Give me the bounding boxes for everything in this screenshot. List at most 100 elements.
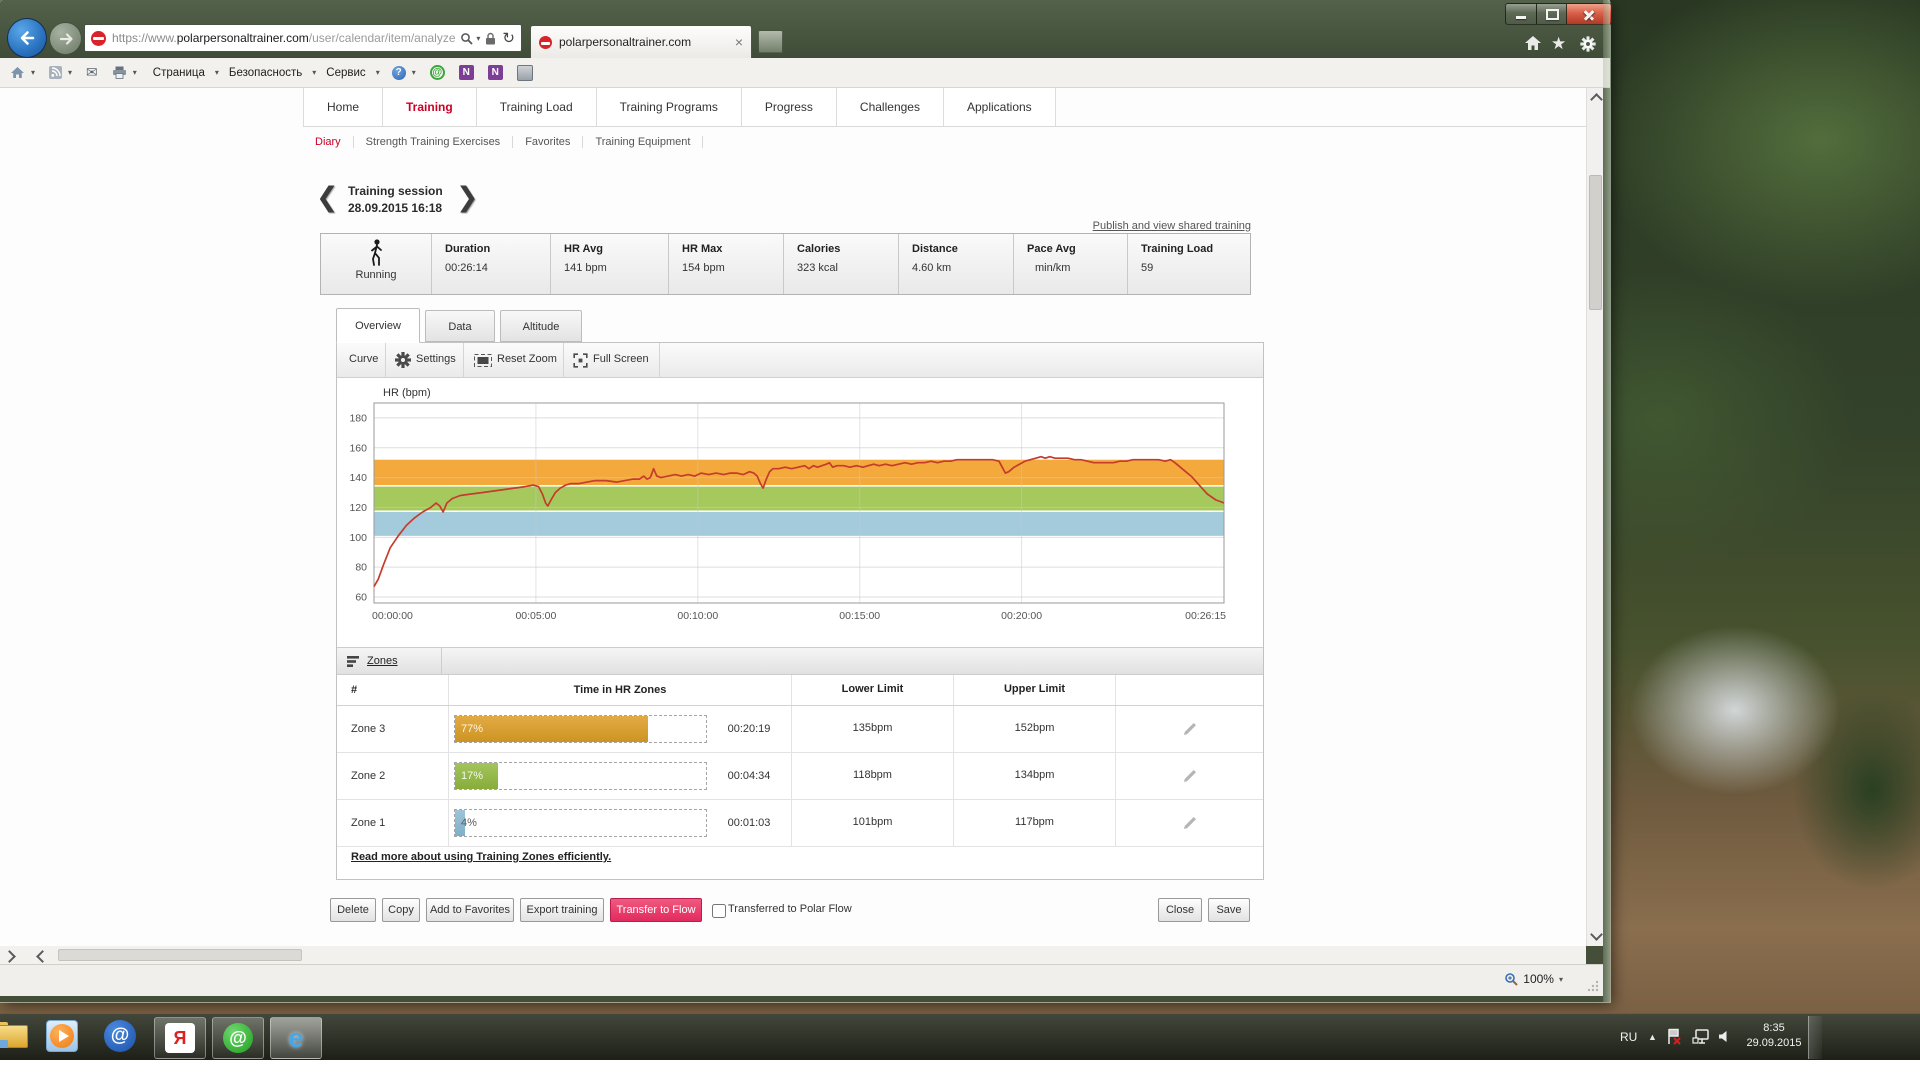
close-button[interactable] [1566, 3, 1612, 25]
add-to-favorites-button[interactable]: Add to Favorites [426, 898, 514, 922]
nav-applications[interactable]: Applications [943, 88, 1056, 126]
copy-button[interactable]: Copy [382, 898, 420, 922]
tab-data[interactable]: Data [425, 310, 495, 342]
nav-challenges[interactable]: Challenges [836, 88, 944, 126]
tray-expand-icon[interactable]: ▲ [1648, 1032, 1657, 1042]
back-button[interactable] [7, 18, 47, 58]
onenote-icon[interactable]: N [458, 65, 474, 80]
feeds-icon[interactable] [49, 66, 63, 79]
menu-security-dropdown-icon[interactable]: ▾ [312, 68, 317, 77]
zones-read-more-link[interactable]: Read more about using Training Zones eff… [351, 851, 612, 863]
menu-security[interactable]: Безопасность [228, 66, 303, 79]
tools-gear-icon[interactable] [1580, 36, 1596, 52]
nav-progress[interactable]: Progress [741, 88, 837, 126]
minimize-button[interactable] [1505, 3, 1537, 25]
next-session-button[interactable]: ❯ [456, 182, 479, 212]
curve-button[interactable]: Curve [349, 353, 379, 365]
browser-tab[interactable]: polarpersonaltrainer.com × [530, 25, 752, 58]
full-screen-button[interactable]: Full Screen [593, 353, 649, 365]
scroll-up-button[interactable] [1587, 88, 1604, 106]
forward-button[interactable] [49, 22, 82, 55]
clock[interactable]: 8:35 29.09.2015 [1740, 1021, 1808, 1051]
home-dropdown-icon[interactable]: ▾ [31, 68, 36, 77]
scroll-thumb[interactable] [1589, 175, 1602, 310]
language-indicator[interactable]: RU [1620, 1030, 1638, 1044]
zone-time: 00:04:34 [727, 770, 771, 782]
menu-tools[interactable]: Сервис [326, 66, 366, 79]
transfer-to-flow-button[interactable]: Transfer to Flow [610, 898, 702, 922]
vertical-scrollbar[interactable] [1586, 88, 1603, 946]
subnav-strength[interactable]: Strength Training Exercises [354, 136, 514, 148]
hr-chart[interactable]: 60 80 100 120 140 160 180 00:00:00 00:05:00 00:10… [338, 381, 1258, 633]
agent-addon-icon[interactable]: @ [429, 65, 445, 80]
tab-overview[interactable]: Overview [336, 308, 420, 343]
network-icon[interactable] [1692, 1029, 1710, 1045]
subnav-equipment[interactable]: Training Equipment [583, 136, 704, 148]
tab-close-icon[interactable]: × [734, 34, 743, 50]
zoom-level[interactable]: 100% [1523, 972, 1554, 986]
subnav-favorites[interactable]: Favorites [513, 136, 584, 148]
help-icon[interactable]: ? [391, 65, 406, 80]
settings-button[interactable]: Settings [416, 353, 456, 365]
scroll-left-button[interactable] [36, 950, 49, 963]
zone-bar-track: 77% [454, 715, 707, 743]
home-icon[interactable] [1524, 35, 1542, 51]
menu-page[interactable]: Страница [152, 66, 205, 79]
search-icon[interactable] [460, 32, 474, 45]
new-tab-button[interactable] [758, 30, 783, 53]
onenote-linked-icon[interactable]: N [487, 65, 503, 80]
url-text[interactable]: https://www.polarpersonaltrainer.com/use… [112, 31, 456, 45]
edit-pencil-icon[interactable] [1183, 769, 1197, 783]
print-icon[interactable] [112, 66, 127, 79]
snipping-addon-icon[interactable] [516, 64, 533, 81]
help-dropdown-icon[interactable]: ▾ [411, 68, 416, 77]
nav-training-load[interactable]: Training Load [476, 88, 597, 126]
save-button[interactable]: Save [1208, 898, 1250, 922]
zones-link[interactable]: Zones [367, 655, 398, 667]
media-player-icon[interactable] [46, 1020, 78, 1052]
scroll-right-button[interactable] [3, 950, 16, 963]
edit-pencil-icon[interactable] [1183, 816, 1197, 830]
scroll-down-button[interactable] [1587, 928, 1604, 946]
horizontal-scrollbar[interactable] [0, 946, 1586, 964]
edit-pencil-icon[interactable] [1183, 722, 1197, 736]
previous-session-button[interactable]: ❮ [316, 182, 339, 212]
publish-link[interactable]: Publish and view shared training [1092, 220, 1251, 232]
zoom-dropdown-icon[interactable]: ▾ [1558, 974, 1563, 984]
internet-explorer-taskbar-button[interactable]: e [270, 1017, 322, 1059]
print-dropdown-icon[interactable]: ▾ [132, 68, 137, 77]
refresh-icon[interactable]: ↻ [502, 29, 515, 47]
export-training-button[interactable]: Export training [520, 898, 604, 922]
reset-zoom-button[interactable]: Reset Zoom [497, 353, 557, 365]
address-bar[interactable]: https://www.polarpersonaltrainer.com/use… [84, 24, 522, 52]
action-center-flag-icon[interactable] [1666, 1027, 1682, 1046]
tab-altitude[interactable]: Altitude [500, 310, 582, 342]
zone-upper: 152bpm [953, 706, 1115, 752]
zone-lower: 135bpm [791, 706, 953, 752]
menu-page-dropdown-icon[interactable]: ▾ [214, 68, 219, 77]
stat-value: 59 [1141, 262, 1154, 274]
subnav-diary[interactable]: Diary [303, 136, 354, 148]
show-desktop-button[interactable] [1808, 1016, 1822, 1059]
transferred-checkbox[interactable] [712, 904, 726, 918]
nav-training[interactable]: Training [383, 88, 477, 126]
yandex-taskbar-button[interactable]: Я [154, 1017, 206, 1059]
maximize-button[interactable] [1536, 3, 1567, 25]
volume-icon[interactable] [1718, 1029, 1732, 1044]
mailru-agent-taskbar-button[interactable]: @ [212, 1017, 264, 1059]
full-screen-icon [573, 353, 588, 368]
nav-home[interactable]: Home [304, 88, 384, 126]
mailru-icon[interactable]: @ [104, 1020, 136, 1052]
explorer-folder-icon[interactable] [0, 1022, 28, 1048]
home-small-icon[interactable] [10, 66, 25, 79]
favorites-star-icon[interactable]: ★ [1551, 34, 1567, 53]
delete-button[interactable]: Delete [330, 898, 376, 922]
resize-grip[interactable] [1587, 980, 1599, 992]
hscroll-thumb[interactable] [58, 949, 302, 961]
close-button-page[interactable]: Close [1158, 898, 1202, 922]
menu-tools-dropdown-icon[interactable]: ▾ [375, 68, 380, 77]
feeds-dropdown-icon[interactable]: ▾ [68, 68, 73, 77]
read-mail-icon[interactable]: ✉ [86, 64, 98, 80]
search-dropdown-icon[interactable]: ▾ [476, 33, 481, 43]
nav-training-programs[interactable]: Training Programs [596, 88, 742, 126]
